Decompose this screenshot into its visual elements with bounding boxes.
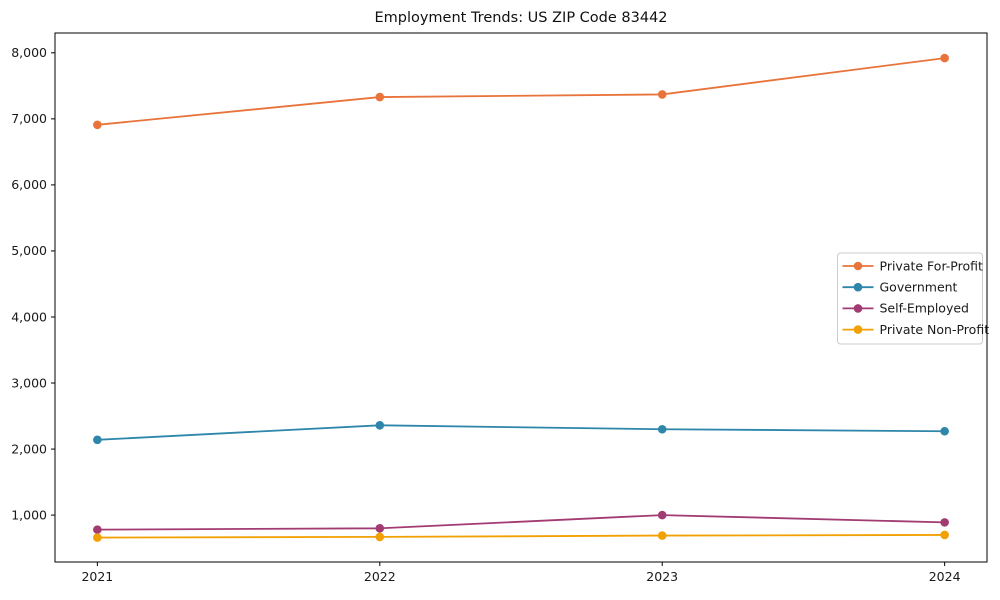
y-tick-label: 3,000 <box>11 375 47 390</box>
data-point-private-non-profit-2024 <box>940 530 949 540</box>
data-point-private-non-profit-2021 <box>93 533 102 542</box>
legend-marker <box>853 325 863 334</box>
legend-marker <box>853 282 863 292</box>
data-point-private-for-profit-2024 <box>940 53 949 63</box>
data-point-self-employed-2024 <box>940 518 949 527</box>
series-line-private-for-profit <box>96 57 946 126</box>
legend-marker <box>853 261 863 271</box>
data-point-government-2022 <box>375 420 385 430</box>
series-line-private-non-profit <box>96 534 946 539</box>
x-tick-label: 2022 <box>364 569 396 584</box>
chart-title: Employment Trends: US ZIP Code 83442 <box>374 10 668 26</box>
legend-label: Private For-Profit <box>880 258 983 273</box>
legend-label: Government <box>880 280 958 295</box>
y-tick-label: 7,000 <box>11 111 47 126</box>
y-tick-label: 2,000 <box>11 441 47 456</box>
data-point-government-2023 <box>657 424 667 434</box>
plot-frame <box>54 32 988 563</box>
y-tick-label: 4,000 <box>11 309 47 324</box>
y-tick-label: 5,000 <box>11 243 47 258</box>
data-point-self-employed-2021 <box>93 525 102 534</box>
legend-box <box>837 252 983 345</box>
data-point-self-employed-2023 <box>657 510 667 520</box>
data-point-government-2021 <box>93 435 102 445</box>
series-line-government <box>96 424 946 441</box>
legend-label: Private Non-Profit <box>880 322 990 337</box>
series-line-self-employed <box>96 514 946 531</box>
data-point-private-for-profit-2022 <box>375 92 385 102</box>
x-tick-label: 2024 <box>929 569 961 584</box>
legend-label: Self-Employed <box>880 301 969 316</box>
data-point-private-non-profit-2022 <box>375 532 385 542</box>
y-tick-label: 8,000 <box>11 45 47 60</box>
x-tick-label: 2023 <box>646 569 678 584</box>
legend-marker <box>853 304 863 313</box>
data-point-private-for-profit-2021 <box>93 120 102 130</box>
y-tick-label: 6,000 <box>11 177 47 192</box>
data-point-private-for-profit-2023 <box>657 90 667 99</box>
y-tick-label: 1,000 <box>11 507 47 522</box>
data-point-private-non-profit-2023 <box>657 531 667 540</box>
data-point-government-2024 <box>940 426 949 436</box>
data-point-self-employed-2022 <box>375 524 385 533</box>
x-tick-label: 2021 <box>81 569 113 584</box>
